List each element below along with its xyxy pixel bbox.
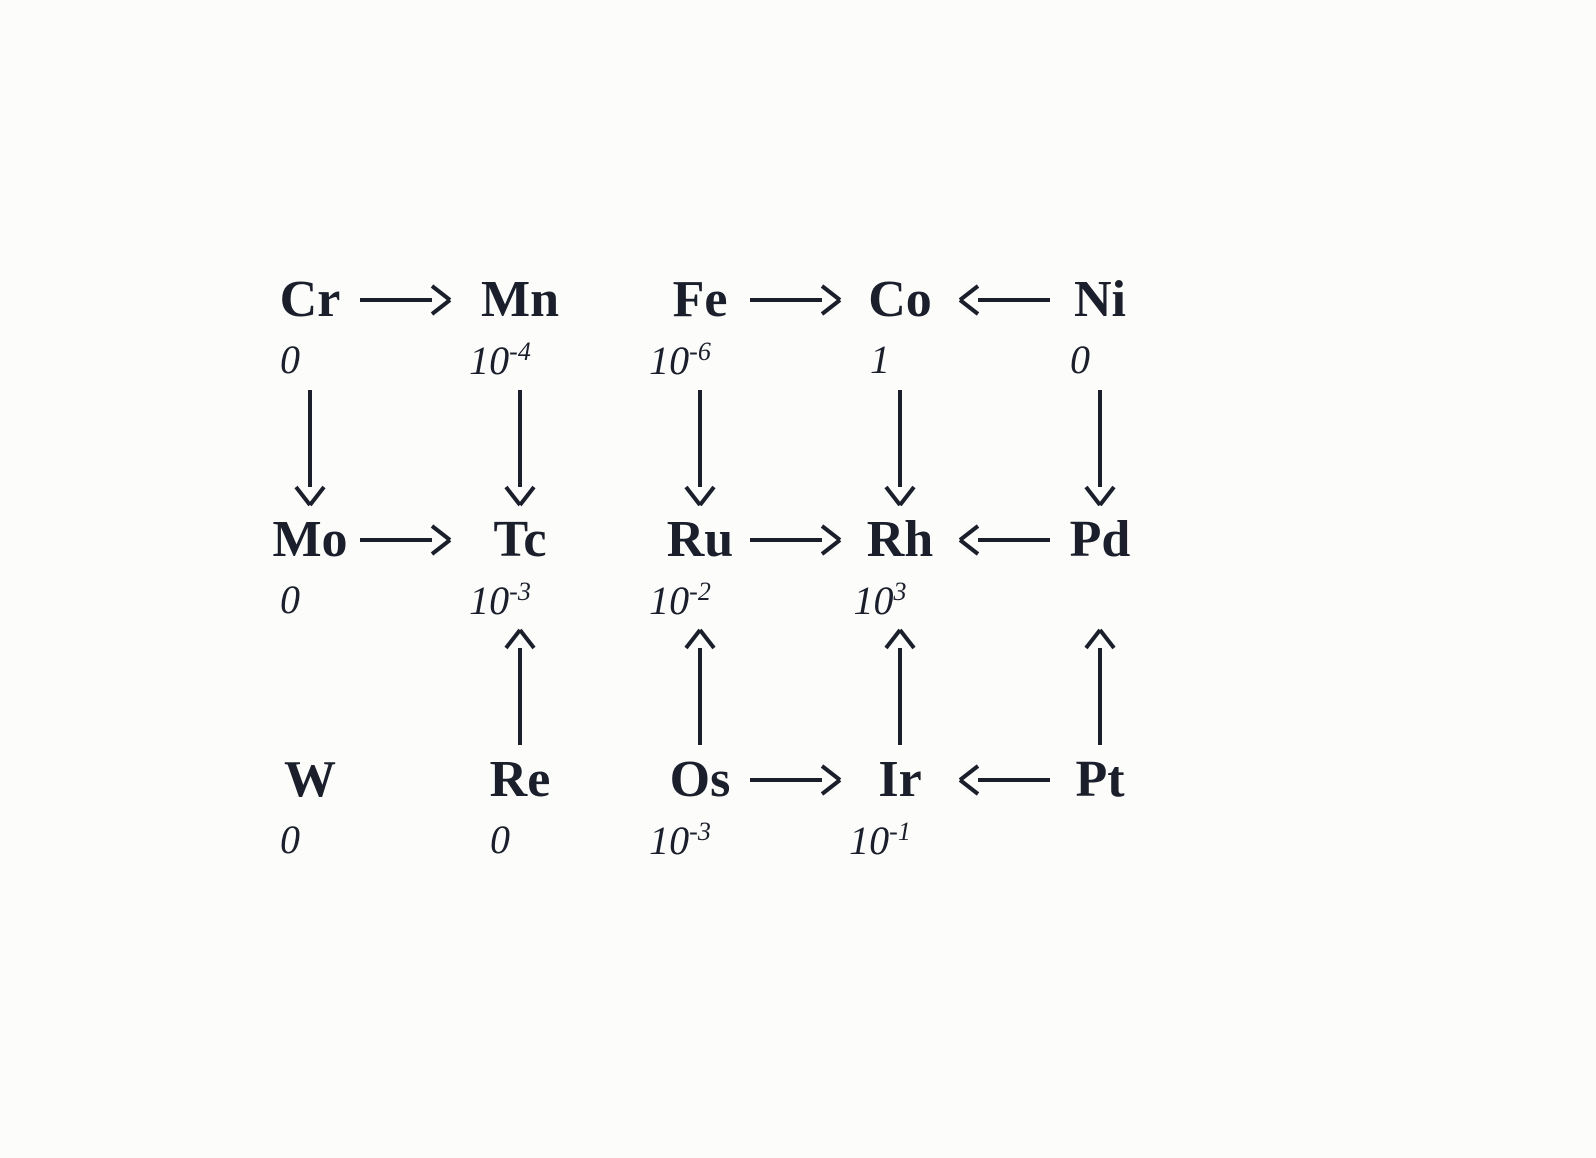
diagram-canvas: { "type": "network", "background_color":… — [0, 0, 1596, 1158]
value-w: 0 — [280, 820, 300, 860]
v-arrow-2 — [678, 372, 722, 523]
v-arrow-1 — [498, 372, 542, 523]
element-cr: Cr — [280, 274, 341, 326]
element-ni: Ni — [1074, 274, 1126, 326]
value-re: 0 — [490, 820, 510, 860]
h-arrow-6 — [728, 762, 862, 798]
v-arrow-4 — [1078, 372, 1122, 523]
h-arrow-0 — [338, 282, 472, 318]
element-w: W — [284, 754, 336, 806]
element-co: Co — [868, 274, 932, 326]
v-arrow-6 — [678, 612, 722, 763]
h-arrow-3 — [338, 522, 472, 558]
h-arrow-4 — [728, 522, 862, 558]
v-arrow-5 — [498, 612, 542, 763]
h-arrow-7 — [938, 762, 1072, 798]
v-arrow-7 — [878, 612, 922, 763]
element-mn: Mn — [481, 274, 559, 326]
value-os: 10-3 — [649, 819, 711, 861]
v-arrow-3 — [878, 372, 922, 523]
v-arrow-0 — [288, 372, 332, 523]
value-ir: 10-1 — [849, 819, 911, 861]
v-arrow-8 — [1078, 612, 1122, 763]
h-arrow-5 — [938, 522, 1072, 558]
element-fe: Fe — [673, 274, 728, 326]
h-arrow-1 — [728, 282, 862, 318]
value-mo: 0 — [280, 580, 300, 620]
h-arrow-2 — [938, 282, 1072, 318]
